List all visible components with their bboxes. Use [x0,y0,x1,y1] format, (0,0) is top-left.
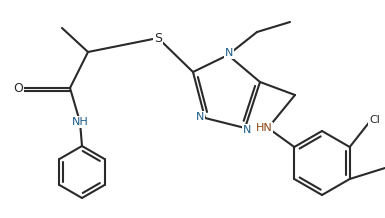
Text: NH: NH [72,117,89,127]
Text: N: N [243,125,251,135]
Text: O: O [13,82,23,94]
Text: N: N [196,112,204,122]
Text: N: N [225,48,233,58]
Text: S: S [154,31,162,44]
Text: Cl: Cl [370,115,380,125]
Text: HN: HN [256,123,272,133]
